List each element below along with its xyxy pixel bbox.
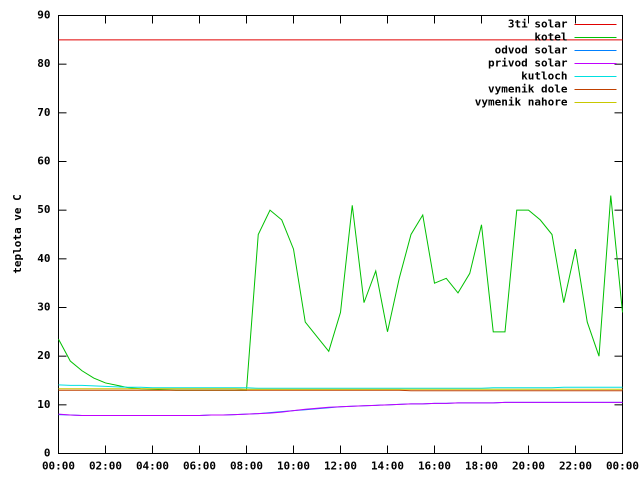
legend-label: vymenik nahore (475, 96, 568, 109)
legend-label: kotel (534, 31, 567, 44)
y-tick-label: 70 (37, 106, 50, 119)
legend-label: kutloch (521, 70, 567, 83)
legend-label: 3ti solar (508, 18, 568, 31)
y-tick-label: 80 (37, 57, 50, 70)
x-tick-label: 12:00 (324, 460, 357, 473)
y-tick-label: 50 (37, 203, 50, 216)
y-tick-label: 20 (37, 349, 50, 362)
x-tick-label: 00:00 (42, 460, 75, 473)
y-tick-label: 40 (37, 252, 50, 265)
x-tick-label: 06:00 (183, 460, 216, 473)
legend-label: odvod solar (495, 44, 568, 57)
x-tick-label: 16:00 (418, 460, 451, 473)
y-axis-label: teplota ve C (11, 194, 24, 273)
x-tick-label: 08:00 (230, 460, 263, 473)
series-line (58, 401, 623, 417)
y-tick-label: 10 (37, 398, 50, 411)
y-tick-label: 60 (37, 155, 50, 168)
x-tick-label: 22:00 (559, 460, 592, 473)
x-tick-label: 20:00 (512, 460, 545, 473)
x-tick-label: 04:00 (136, 460, 169, 473)
series-line (58, 384, 623, 389)
x-tick-label: 10:00 (277, 460, 310, 473)
x-tick-label: 02:00 (89, 460, 122, 473)
legend-label: vymenik dole (488, 83, 568, 96)
y-tick-label: 30 (37, 301, 50, 314)
y-tick-label: 90 (37, 9, 50, 22)
legend-label: privod solar (488, 57, 568, 70)
series-line (58, 195, 623, 391)
y-tick-label: 0 (44, 447, 51, 460)
x-tick-label: 18:00 (465, 460, 498, 473)
series-line (58, 401, 623, 417)
x-tick-label: 14:00 (371, 460, 404, 473)
x-tick-label: 00:00 (606, 460, 639, 473)
